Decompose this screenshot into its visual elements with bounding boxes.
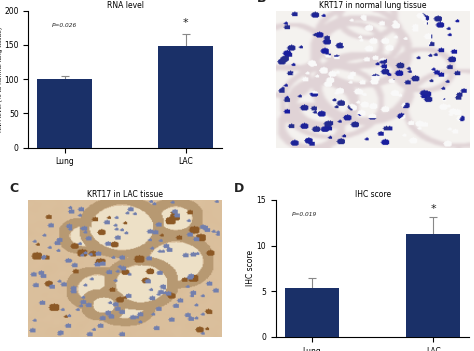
Title: KRT17 in LAC tissue: KRT17 in LAC tissue <box>87 190 163 199</box>
Text: *: * <box>183 18 189 28</box>
Bar <box>285 289 339 337</box>
Bar <box>158 46 213 148</box>
Title: KRT17 in normal lung tissue: KRT17 in normal lung tissue <box>319 1 426 10</box>
Text: C: C <box>9 181 18 194</box>
Text: D: D <box>233 181 244 194</box>
Y-axis label: IHC score: IHC score <box>246 250 255 286</box>
Text: P=0.019: P=0.019 <box>292 212 317 217</box>
Text: *: * <box>430 204 436 213</box>
Title: RNA level: RNA level <box>107 1 144 10</box>
Title: IHC score: IHC score <box>355 190 391 199</box>
Text: P=0.026: P=0.026 <box>52 23 77 28</box>
Bar <box>37 79 92 148</box>
Bar <box>406 234 460 337</box>
Text: B: B <box>256 0 266 5</box>
Y-axis label: RNA level (% to normal lung tissue): RNA level (% to normal lung tissue) <box>0 26 3 132</box>
